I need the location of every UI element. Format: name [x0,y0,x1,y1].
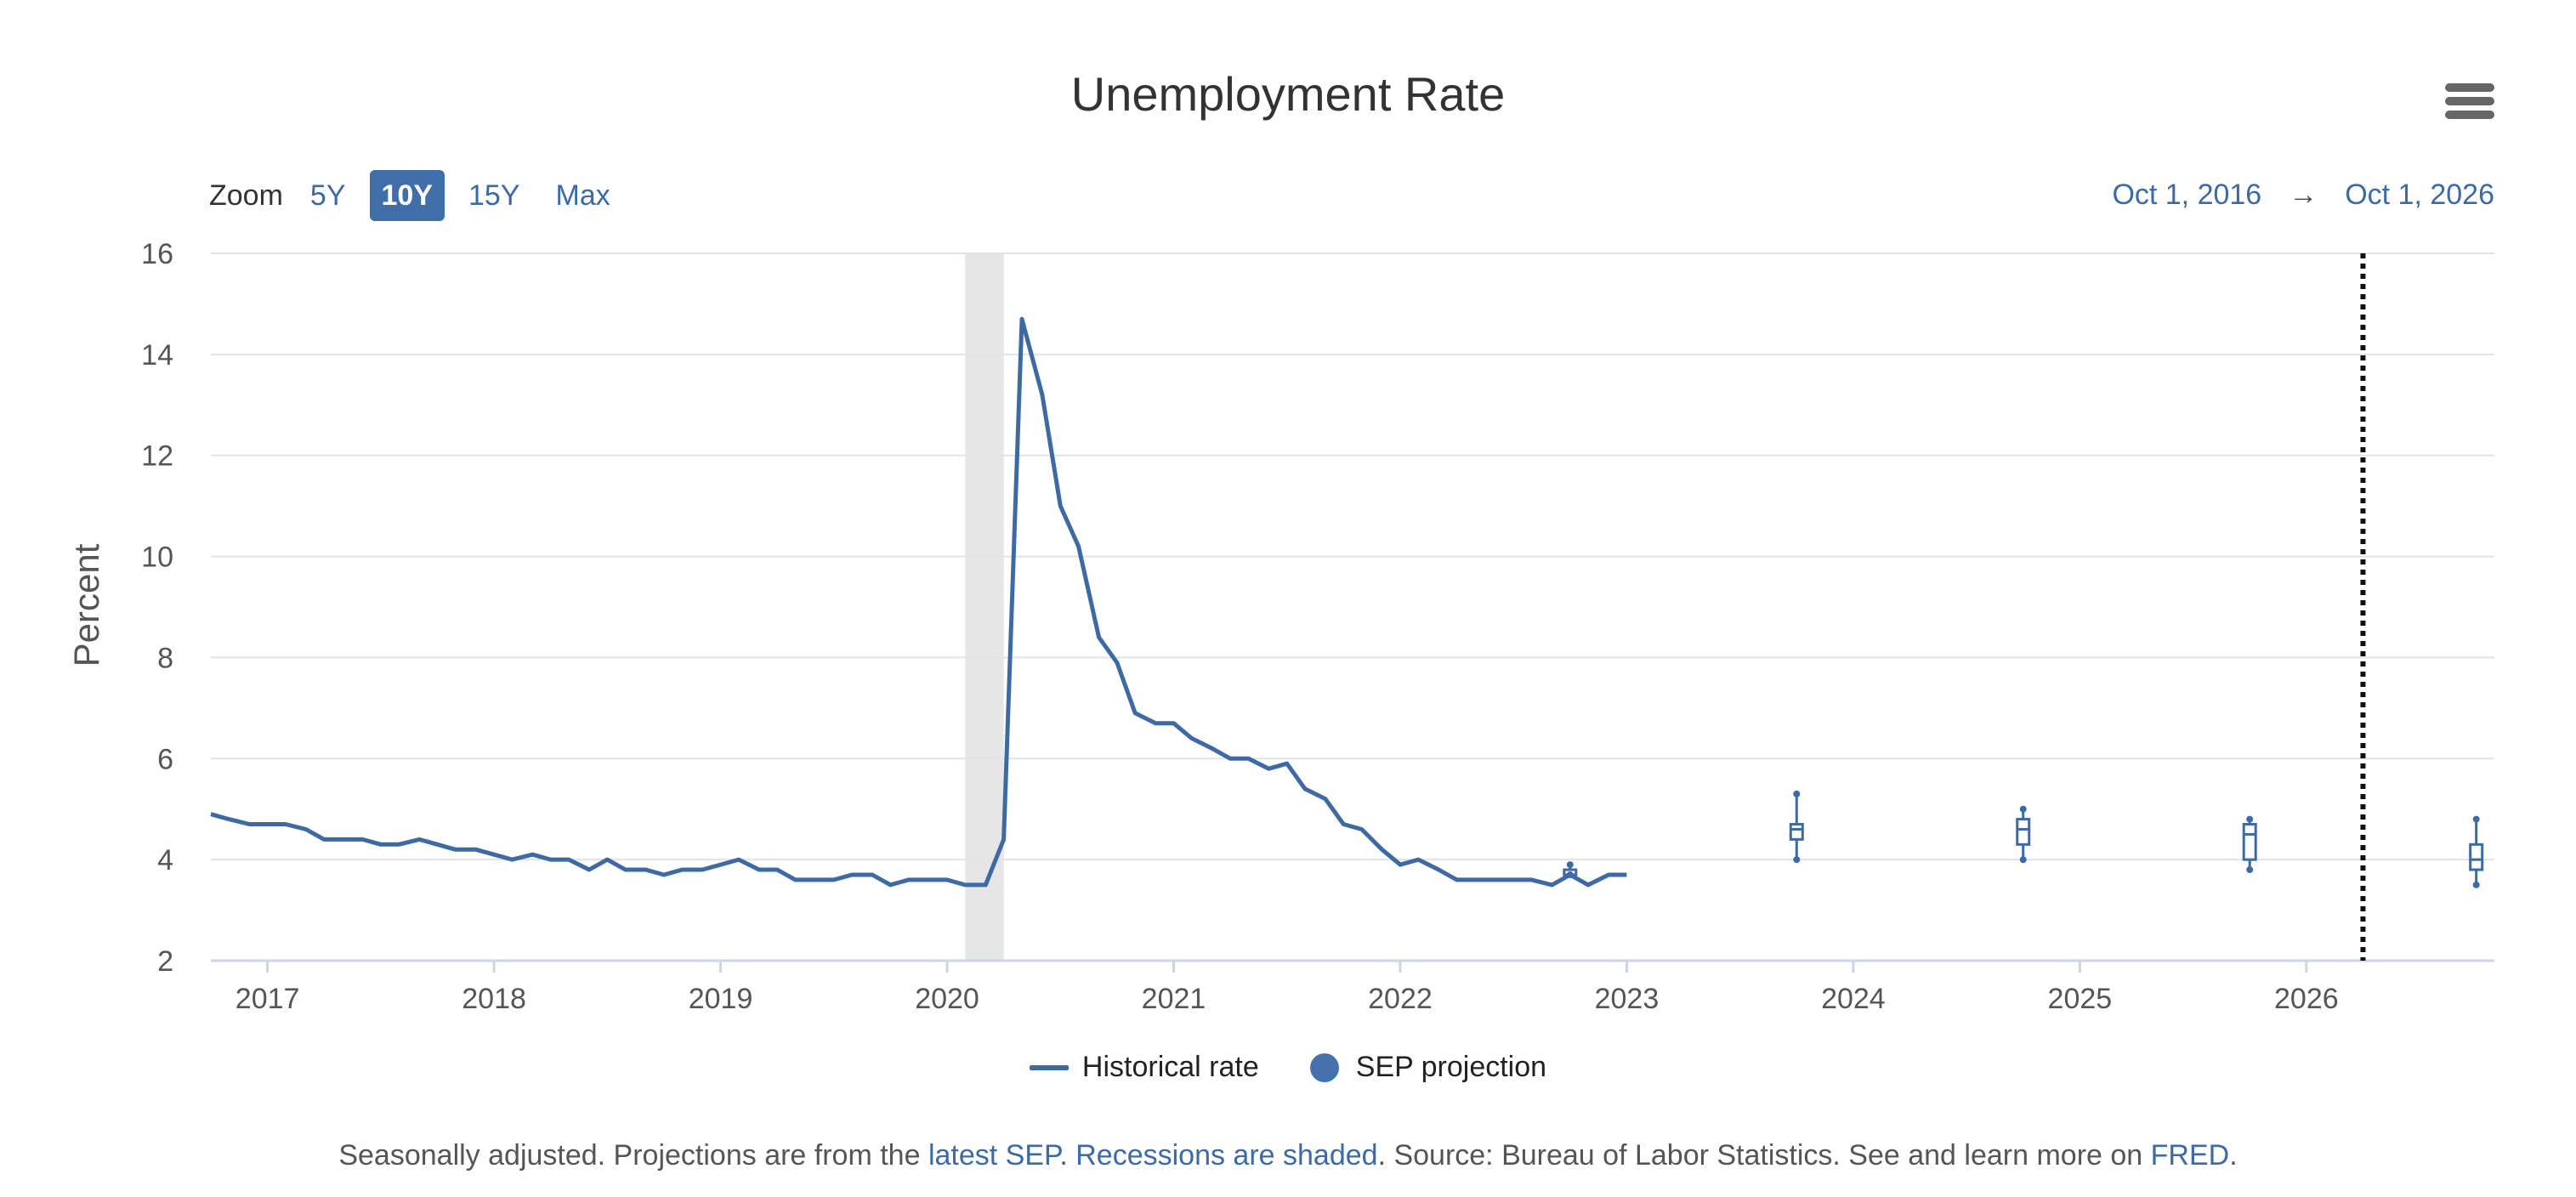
sep-high-point [2246,815,2254,823]
footnote-text-3: . Source: Bureau of Labor Statistics. Se… [1377,1139,2151,1171]
historical-rate-line [210,316,1627,888]
x-tick-label: 2020 [915,983,979,1015]
x-tick-label: 2024 [1821,983,1886,1015]
footnote-text-1: Seasonally adjusted. Projections are fro… [338,1139,928,1171]
chart-title: Unemployment Rate [1070,67,1506,121]
sep-low-point [1566,871,1574,878]
legend-line-icon [1029,1064,1069,1070]
x-tick-label: 2019 [689,983,753,1015]
y-tick-label: 16 [141,238,173,270]
sep-low-point [2472,881,2480,888]
sep-high-point [2472,815,2480,823]
x-tick-label: 2021 [1142,983,1206,1015]
zoom-15y-button[interactable]: 15Y [468,179,520,212]
legend-item-historical[interactable]: Historical rate [1029,1051,1259,1084]
chart-menu-hamburger-icon[interactable] [2445,83,2494,126]
x-tick-label: 2017 [235,983,300,1015]
zoom-10y-button[interactable]: 10Y [369,170,445,221]
range-end-date[interactable]: Oct 1, 2026 [2345,179,2494,211]
y-tick-label: 4 [157,844,173,876]
latest-sep-link[interactable]: latest SEP [928,1139,1060,1171]
zoom-max-button[interactable]: Max [555,179,610,212]
range-start-date[interactable]: Oct 1, 2016 [2112,179,2262,211]
y-tick-label: 8 [157,642,173,674]
legend: Historical rate SEP projection [0,1051,2576,1084]
legend-dot-icon [1309,1052,1339,1082]
sep-box [2016,818,2031,846]
sep-high-point [2019,805,2027,813]
sep-low-point [2019,856,2027,864]
x-tick-label: 2025 [2048,983,2113,1015]
legend-projection-label: SEP projection [1355,1051,1547,1083]
zoom-label: Zoom [209,179,283,212]
fred-link[interactable]: FRED [2150,1139,2230,1171]
recessions-shaded-link[interactable]: Recessions are shaded [1075,1139,1378,1171]
y-tick-label: 14 [141,339,173,372]
x-tick-label: 2023 [1595,983,1660,1015]
sep-low-point [2246,866,2254,874]
date-range: Oct 1, 2016 → Oct 1, 2026 [2112,179,2494,212]
y-tick-label: 6 [157,743,173,775]
footnote-text-2: . [1059,1139,1076,1171]
recession-band [965,253,1004,961]
zoom-5y-button[interactable]: 5Y [309,179,346,212]
x-tick-label: 2018 [462,983,526,1015]
footnote: Seasonally adjusted. Projections are fro… [0,1139,2576,1172]
x-tick-label: 2026 [2274,983,2339,1015]
y-tick-label: 10 [141,542,173,574]
footnote-text-4: . [2229,1139,2238,1171]
y-tick-label: 12 [141,440,173,473]
legend-item-projection[interactable]: SEP projection [1309,1051,1547,1084]
zoom-controls: Zoom 5Y 10Y 15Y Max [209,168,634,223]
sep-box [1789,823,1804,841]
sep-high-point [1566,861,1574,869]
sep-box [2469,842,2484,871]
sep-high-point [1793,790,1801,797]
legend-historical-label: Historical rate [1081,1051,1259,1083]
y-tick-label: 2 [157,945,173,978]
range-arrow-icon: → [2289,179,2318,211]
x-tick-label: 2022 [1368,983,1433,1015]
sep-box [2242,823,2257,861]
sep-low-point [1793,856,1801,864]
